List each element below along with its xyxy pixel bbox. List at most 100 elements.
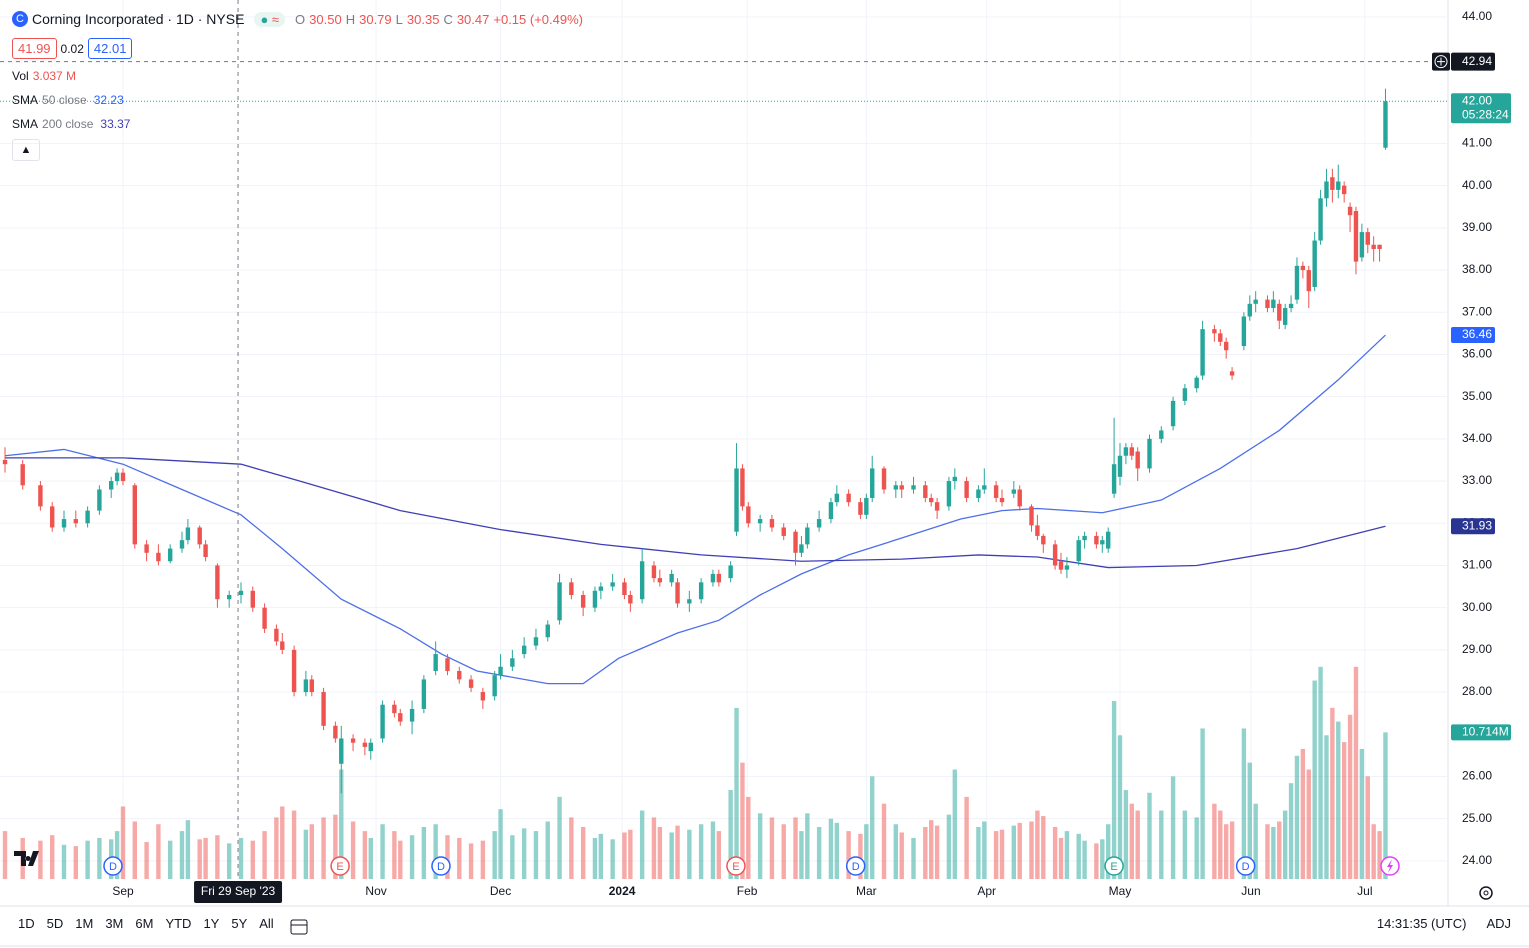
vol-value: 3.037 M	[32, 69, 77, 83]
volume-bar	[834, 822, 840, 879]
candle-body	[899, 485, 904, 490]
volume-bar	[1223, 824, 1229, 879]
range-button[interactable]: 3M	[105, 916, 124, 931]
volume-bar	[97, 837, 102, 879]
volume-bar	[238, 837, 244, 879]
volume-bar	[61, 844, 67, 879]
candle-body	[1241, 316, 1247, 347]
candle-body	[1029, 506, 1034, 526]
sma-name: SMA	[12, 93, 39, 107]
candle-body	[1371, 244, 1376, 249]
volume-bar	[1111, 701, 1117, 879]
candle-body	[510, 658, 515, 667]
volume-bar	[1347, 714, 1353, 879]
event-label: D	[109, 861, 117, 873]
x-tick-label: Mar	[856, 884, 877, 898]
volume-bar	[799, 831, 804, 879]
volume-bar	[167, 840, 173, 879]
lightning-event[interactable]	[1380, 856, 1400, 876]
event-marker	[431, 856, 451, 876]
volume-badge	[1451, 724, 1511, 741]
candle-body	[769, 519, 775, 528]
sma-lines	[4, 334, 1386, 685]
volume-bar	[409, 835, 415, 879]
volume-bar	[1300, 748, 1306, 879]
y-tick-label: 29.00	[1462, 642, 1492, 656]
volume-bar	[993, 831, 999, 879]
candle-body	[864, 497, 869, 515]
volume-bar	[946, 814, 952, 879]
calendar-icon[interactable]	[290, 919, 308, 935]
legend-header: C Corning Incorporated · 1D · NYSE ● ≈ O…	[12, 11, 583, 27]
y-tick-label: 30.00	[1462, 600, 1492, 614]
candle-body	[50, 506, 55, 528]
collapse-button[interactable]: ▲	[12, 139, 40, 161]
volume-bar	[657, 826, 663, 879]
last-price-label: 42.00	[1462, 93, 1492, 107]
candle-body	[1017, 489, 1022, 507]
sma-badge-label: 36.46	[1462, 327, 1492, 341]
ask[interactable]: 42.01	[87, 38, 133, 59]
y-tick-label: 33.00	[1462, 473, 1492, 487]
candle-body	[1094, 535, 1099, 545]
volume-bar	[1353, 666, 1359, 879]
volume-bar	[73, 846, 79, 879]
y-tick-label: 44.00	[1462, 9, 1492, 23]
candle-body	[1129, 447, 1134, 456]
volume-bar	[1094, 843, 1099, 879]
h-value: 30.79	[359, 11, 392, 27]
x-tick-label: Jul	[1357, 884, 1372, 898]
candle-body	[280, 641, 285, 650]
candle-body	[1383, 101, 1388, 148]
candle-body	[710, 573, 716, 583]
volume-bar	[1359, 748, 1365, 879]
volume-bar	[291, 810, 297, 879]
range-button[interactable]: 1M	[75, 916, 94, 931]
volume-bar	[639, 810, 645, 879]
volume-bar	[1218, 810, 1223, 879]
volume-bar	[846, 831, 851, 879]
candle-body	[350, 738, 356, 743]
volume-bar	[380, 824, 385, 879]
status-badge: ● ≈	[254, 11, 286, 27]
volume-bar	[1105, 824, 1111, 879]
candle-body	[215, 565, 220, 600]
range-button[interactable]: All	[259, 916, 274, 931]
candle-body	[1194, 377, 1199, 389]
candle-body	[651, 565, 657, 579]
settings-icon[interactable]	[1479, 886, 1493, 900]
volume-bar	[1100, 839, 1105, 879]
sma-params: 200 close	[42, 117, 94, 131]
range-button[interactable]: 5Y	[231, 916, 248, 931]
candle-body	[1312, 240, 1317, 287]
candle-body	[1229, 371, 1235, 376]
sma200-legend: SMA 200 close 33.37	[12, 117, 130, 131]
volume-bar	[1265, 824, 1270, 879]
volume-bar	[1117, 735, 1123, 879]
candle-body	[1218, 333, 1223, 342]
volume-bar	[85, 840, 90, 879]
volume-bar	[628, 829, 633, 879]
candle-body	[468, 679, 474, 688]
sma-badge-label: 31.93	[1462, 518, 1492, 532]
volume-bar	[498, 809, 503, 879]
volume-bar	[1341, 742, 1347, 879]
candle-body	[1159, 430, 1164, 439]
candle-body	[185, 527, 191, 541]
range-button[interactable]: YTD	[165, 916, 192, 931]
range-button[interactable]: 1Y	[203, 916, 220, 931]
candle-body	[73, 519, 79, 524]
volume-bar	[1288, 783, 1294, 879]
adj-toggle[interactable]: ADJ	[1486, 916, 1511, 931]
range-button[interactable]: 6M	[135, 916, 154, 931]
candle-body	[1058, 561, 1064, 570]
candle-body	[1282, 308, 1288, 325]
volume-bar	[870, 776, 875, 879]
range-button[interactable]: 5D	[46, 916, 64, 931]
candle-body	[1294, 265, 1300, 300]
bid[interactable]: 41.99	[12, 38, 57, 59]
volume-bar	[1383, 732, 1388, 879]
range-button[interactable]: 1D	[18, 916, 35, 931]
volume-bar	[816, 826, 822, 879]
o-value: 30.50	[309, 11, 342, 27]
